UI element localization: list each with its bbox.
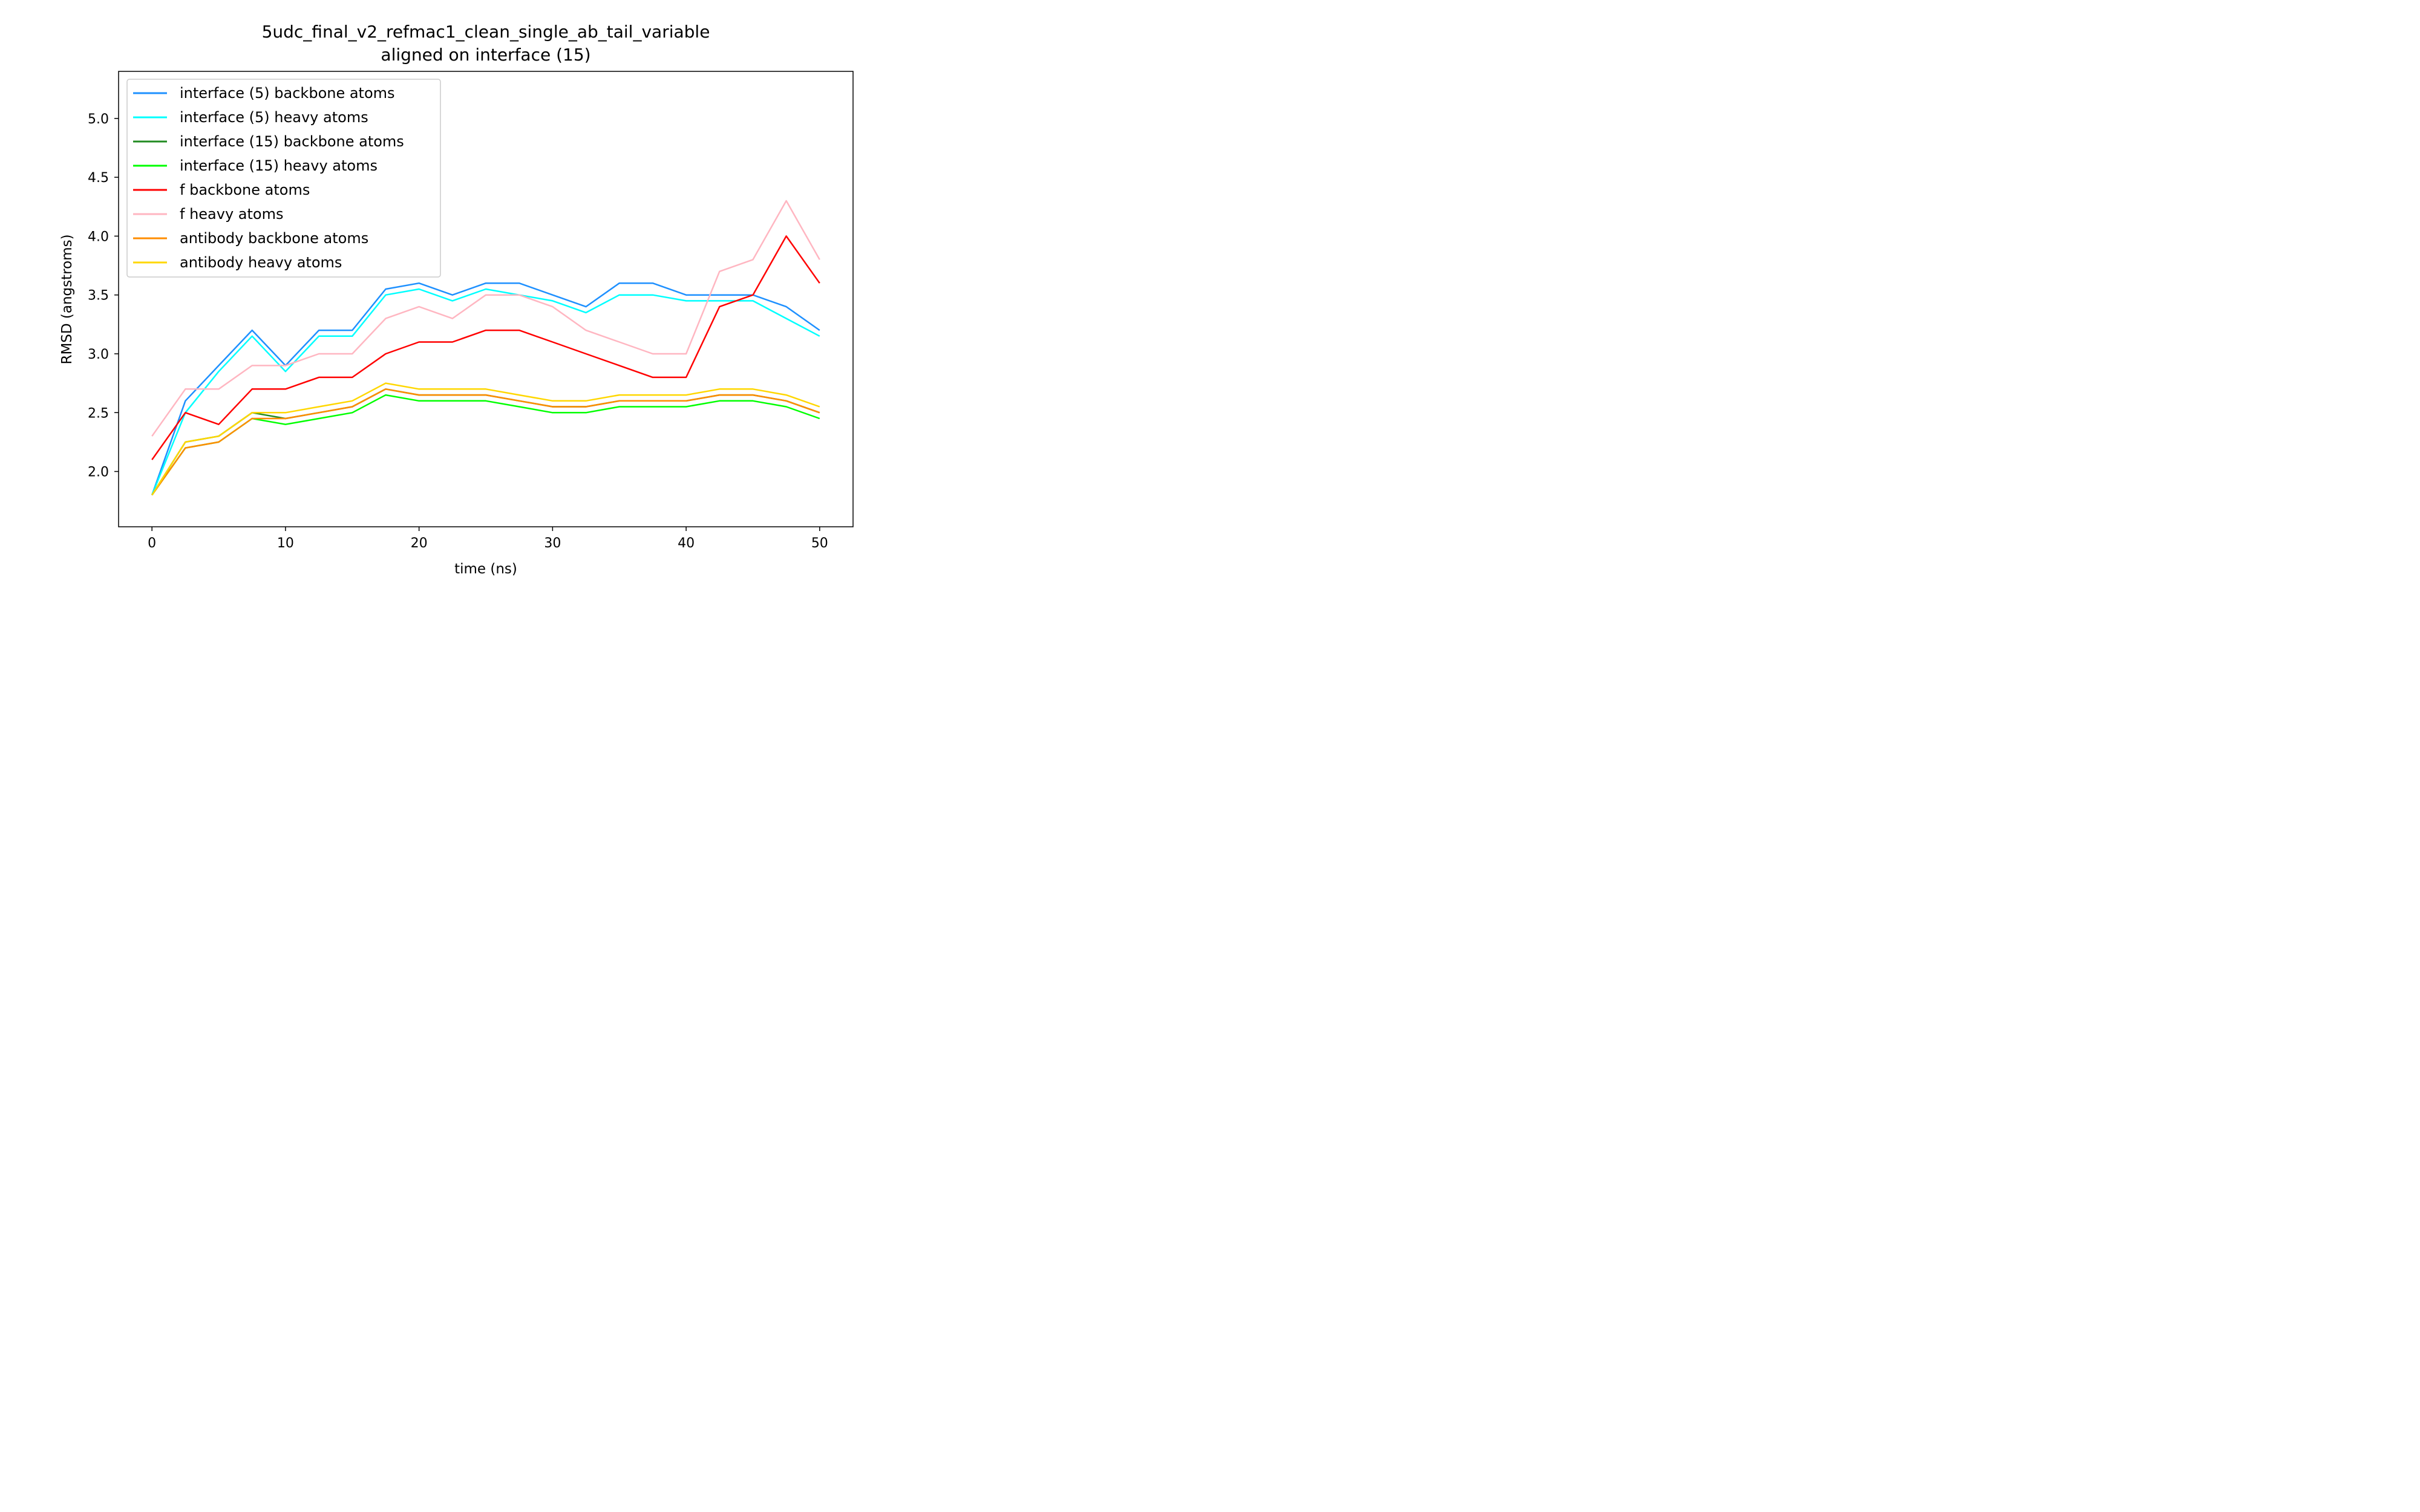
x-tick-label: 0 xyxy=(148,536,156,551)
chart-title: 5udc_final_v2_refmac1_clean_single_ab_ta… xyxy=(262,22,710,42)
series-line-4 xyxy=(151,235,820,460)
y-tick-label: 3.0 xyxy=(88,347,109,362)
legend-label-4: f backbone atoms xyxy=(180,181,310,198)
legend-label-2: interface (15) backbone atoms xyxy=(180,133,404,150)
series-line-7 xyxy=(151,382,820,496)
series-layer xyxy=(151,200,820,496)
plot-frame xyxy=(118,71,854,527)
legend-label-5: f heavy atoms xyxy=(180,206,283,223)
legend-label-1: interface (5) heavy atoms xyxy=(180,109,368,126)
x-tick-label: 30 xyxy=(544,536,561,551)
series-line-3 xyxy=(151,394,820,496)
x-axis-label: time (ns) xyxy=(454,561,517,577)
y-axis-label: RMSD (angstroms) xyxy=(59,234,75,364)
legend-label-7: antibody heavy atoms xyxy=(180,254,342,271)
series-line-5 xyxy=(151,200,820,437)
x-tick-label: 10 xyxy=(277,536,294,551)
y-tick-label: 4.5 xyxy=(88,171,109,186)
chart-subtitle: aligned on interface (15) xyxy=(381,45,590,65)
ticks-layer: 0 10 20 30 40 50 2.0 2.5 3.0 3.5 4.0 4.5 5.0 xyxy=(88,112,828,551)
legend-label-0: interface (5) backbone atoms xyxy=(180,85,395,102)
legend-box xyxy=(126,79,441,278)
legend: interface (5) backbone atoms interface (5… xyxy=(126,79,441,278)
series-line-0 xyxy=(151,282,820,495)
y-tick-label: 2.5 xyxy=(88,406,109,421)
x-tick-label: 40 xyxy=(678,536,695,551)
x-tick-label: 20 xyxy=(411,536,428,551)
legend-label-6: antibody backbone atoms xyxy=(180,230,368,247)
series-line-6 xyxy=(151,388,820,496)
y-tick-label: 2.0 xyxy=(88,465,109,480)
legend-label-3: interface (15) heavy atoms xyxy=(180,157,378,174)
x-tick-label: 50 xyxy=(811,536,828,551)
chart: 5udc_final_v2_refmac1_clean_single_ab_ta… xyxy=(0,0,938,585)
y-tick-label: 4.0 xyxy=(88,229,109,244)
y-tick-label: 5.0 xyxy=(88,112,109,127)
y-tick-label: 3.5 xyxy=(88,288,109,304)
